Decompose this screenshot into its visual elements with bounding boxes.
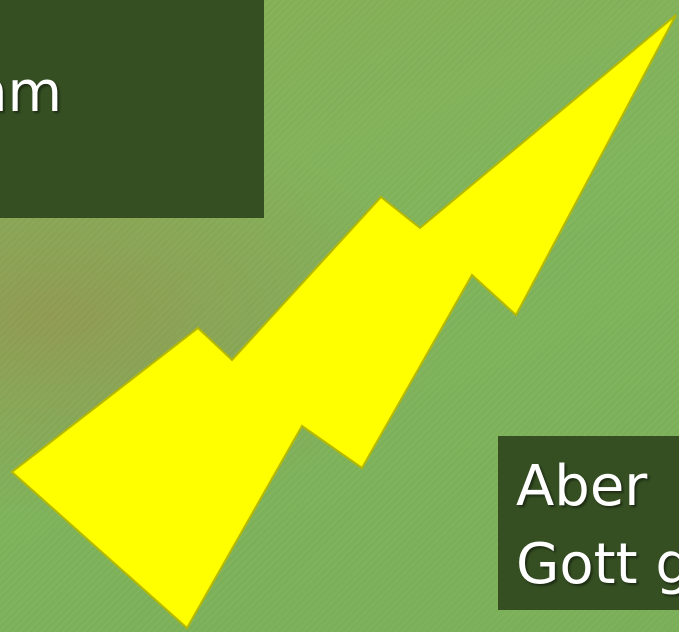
top-left-text-box: nm	[0, 0, 264, 218]
bottom-right-text-line-2: Gott g	[516, 532, 679, 597]
lightning-bolt-shape	[10, 14, 677, 630]
bottom-right-text-box: Aber Gott g	[498, 436, 679, 610]
top-left-text: nm	[0, 60, 62, 125]
bottom-right-text-line-1: Aber	[516, 454, 648, 519]
